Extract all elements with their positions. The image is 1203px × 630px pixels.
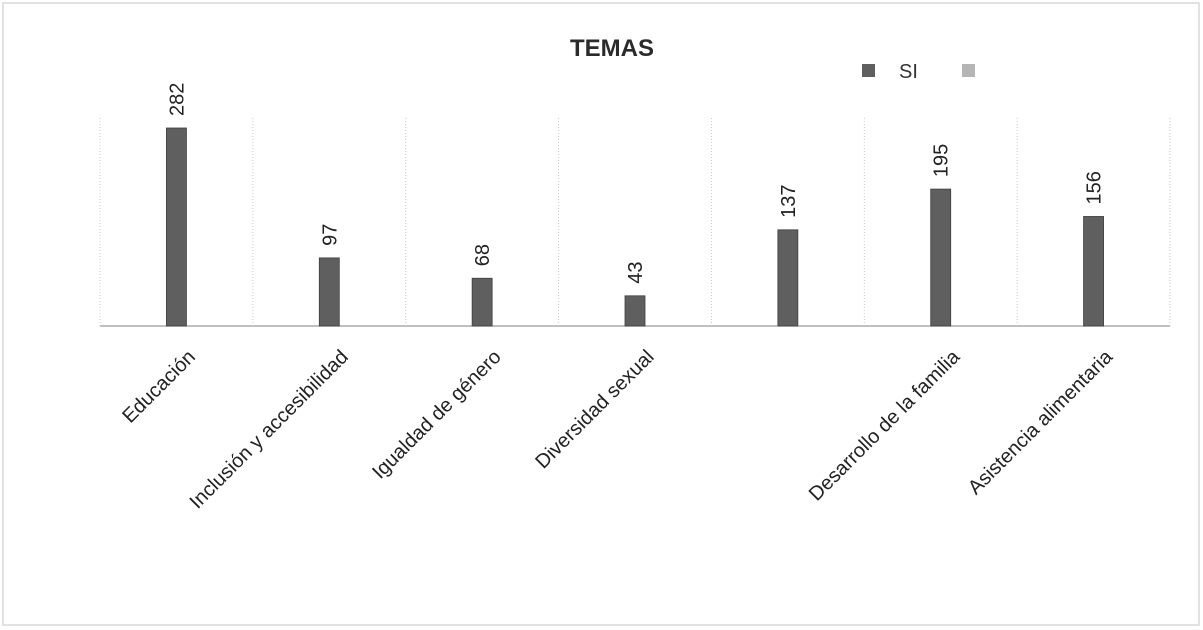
bar — [166, 127, 187, 327]
category-label: Diversidad sexual — [531, 346, 658, 473]
category-label: Educación — [118, 346, 200, 428]
value-label: 43 — [625, 262, 647, 284]
legend-swatch — [862, 64, 875, 77]
chart-title: TEMAS — [570, 35, 654, 62]
legend-label: SI — [899, 61, 918, 83]
category-label: Inclusión y accesibilidad — [186, 346, 353, 513]
value-labels: 282 97 68 43 137 195 156 — [166, 83, 1105, 284]
value-label: 282 — [166, 83, 188, 116]
bar — [624, 295, 646, 327]
bar — [471, 277, 493, 327]
grid — [99, 118, 1171, 327]
category-label: Igualdad de género — [368, 346, 505, 483]
bar — [1083, 216, 1104, 327]
value-label: 68 — [472, 244, 494, 266]
value-label: 97 — [319, 224, 341, 246]
bars — [166, 127, 1104, 327]
bar — [930, 188, 952, 327]
category-label: Desarrollo de la familia — [805, 345, 965, 505]
legend: SI — [862, 61, 975, 83]
category-label: Asistencia alimentaria — [964, 345, 1118, 499]
bar — [318, 257, 340, 327]
bar — [777, 229, 799, 327]
legend-swatch — [962, 64, 975, 77]
value-label: 156 — [1084, 171, 1106, 204]
value-label: 195 — [931, 144, 953, 177]
value-label: 137 — [778, 184, 800, 217]
